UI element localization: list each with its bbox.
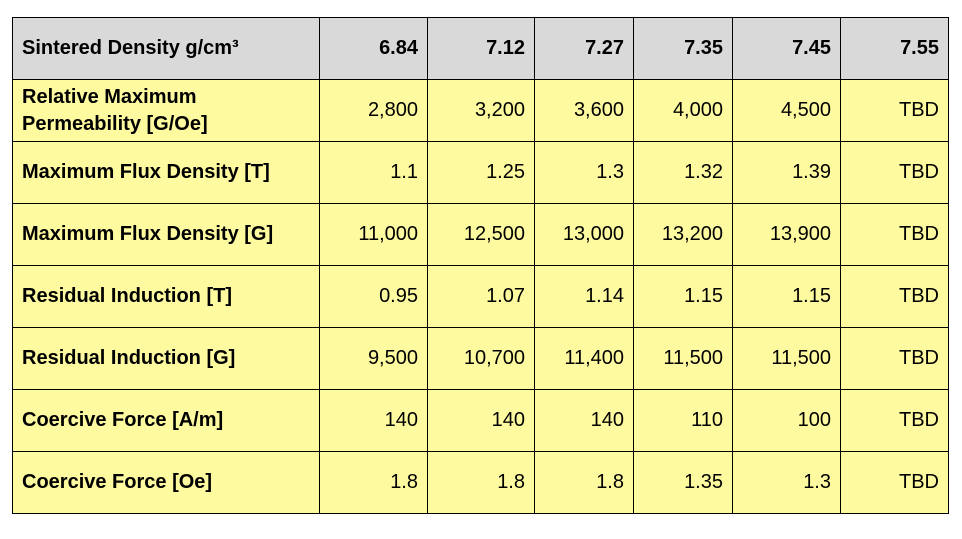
value-cell: 4,000 xyxy=(633,79,733,142)
value-cell: TBD xyxy=(840,79,949,142)
value-cell: TBD xyxy=(840,451,949,514)
value-cell: 140 xyxy=(319,389,428,452)
density-cell: 7.12 xyxy=(427,17,535,80)
value-cell: 11,500 xyxy=(633,327,733,390)
value-cell: 1.39 xyxy=(732,141,841,204)
value-cell: 13,200 xyxy=(633,203,733,266)
magnetic-properties-table: Sintered Density g/cm³ 6.84 7.12 7.27 7.… xyxy=(12,17,949,514)
value-cell: 1.35 xyxy=(633,451,733,514)
table-row-coercive-force-oe: Coercive Force [Oe] 1.8 1.8 1.8 1.35 1.3… xyxy=(12,451,949,514)
row-label-line-2: Permeability [G/Oe] xyxy=(22,112,208,135)
density-cell: 7.27 xyxy=(534,17,634,80)
density-cell: 7.45 xyxy=(732,17,841,80)
header-label-cell: Sintered Density g/cm³ xyxy=(12,17,320,80)
row-label-cell: Coercive Force [A/m] xyxy=(12,389,320,452)
density-cell: 7.55 xyxy=(840,17,949,80)
value-cell: 1.07 xyxy=(427,265,535,328)
table-row-relative-max-permeability: Relative Maximum Permeability [G/Oe] 2,80… xyxy=(12,79,949,142)
value-cell: TBD xyxy=(840,389,949,452)
value-cell: 11,000 xyxy=(319,203,428,266)
value-cell: TBD xyxy=(840,265,949,328)
value-cell: 1.8 xyxy=(319,451,428,514)
row-label-cell: Residual Induction [G] xyxy=(12,327,320,390)
value-cell: 1.1 xyxy=(319,141,428,204)
value-cell: 0.95 xyxy=(319,265,428,328)
value-cell: 1.3 xyxy=(732,451,841,514)
table-row-coercive-force-am: Coercive Force [A/m] 140 140 140 110 100… xyxy=(12,389,949,452)
row-label-cell: Maximum Flux Density [G] xyxy=(12,203,320,266)
value-cell: TBD xyxy=(840,327,949,390)
value-cell: 1.8 xyxy=(427,451,535,514)
row-label-cell: Relative Maximum Permeability [G/Oe] xyxy=(12,79,320,142)
value-cell: 100 xyxy=(732,389,841,452)
value-cell: 1.8 xyxy=(534,451,634,514)
table-row-residual-induction-t: Residual Induction [T] 0.95 1.07 1.14 1.… xyxy=(12,265,949,328)
value-cell: 1.3 xyxy=(534,141,634,204)
value-cell: 13,900 xyxy=(732,203,841,266)
value-cell: 9,500 xyxy=(319,327,428,390)
header-row: Sintered Density g/cm³ 6.84 7.12 7.27 7.… xyxy=(12,17,949,80)
value-cell: 3,600 xyxy=(534,79,634,142)
value-cell: 1.14 xyxy=(534,265,634,328)
table-row-max-flux-density-t: Maximum Flux Density [T] 1.1 1.25 1.3 1.… xyxy=(12,141,949,204)
row-label-cell: Coercive Force [Oe] xyxy=(12,451,320,514)
density-cell: 6.84 xyxy=(319,17,428,80)
value-cell: 3,200 xyxy=(427,79,535,142)
value-cell: 13,000 xyxy=(534,203,634,266)
value-cell: 140 xyxy=(534,389,634,452)
row-label-cell: Residual Induction [T] xyxy=(12,265,320,328)
value-cell: TBD xyxy=(840,203,949,266)
value-cell: 12,500 xyxy=(427,203,535,266)
value-cell: 10,700 xyxy=(427,327,535,390)
value-cell: 1.32 xyxy=(633,141,733,204)
value-cell: 1.15 xyxy=(732,265,841,328)
value-cell: 4,500 xyxy=(732,79,841,142)
value-cell: 1.25 xyxy=(427,141,535,204)
value-cell: 11,400 xyxy=(534,327,634,390)
row-label-line-1: Relative Maximum xyxy=(22,85,197,108)
value-cell: TBD xyxy=(840,141,949,204)
value-cell: 110 xyxy=(633,389,733,452)
value-cell: 140 xyxy=(427,389,535,452)
value-cell: 1.15 xyxy=(633,265,733,328)
density-cell: 7.35 xyxy=(633,17,733,80)
value-cell: 11,500 xyxy=(732,327,841,390)
table-row-max-flux-density-g: Maximum Flux Density [G] 11,000 12,500 1… xyxy=(12,203,949,266)
value-cell: 2,800 xyxy=(319,79,428,142)
row-label-cell: Maximum Flux Density [T] xyxy=(12,141,320,204)
table-row-residual-induction-g: Residual Induction [G] 9,500 10,700 11,4… xyxy=(12,327,949,390)
